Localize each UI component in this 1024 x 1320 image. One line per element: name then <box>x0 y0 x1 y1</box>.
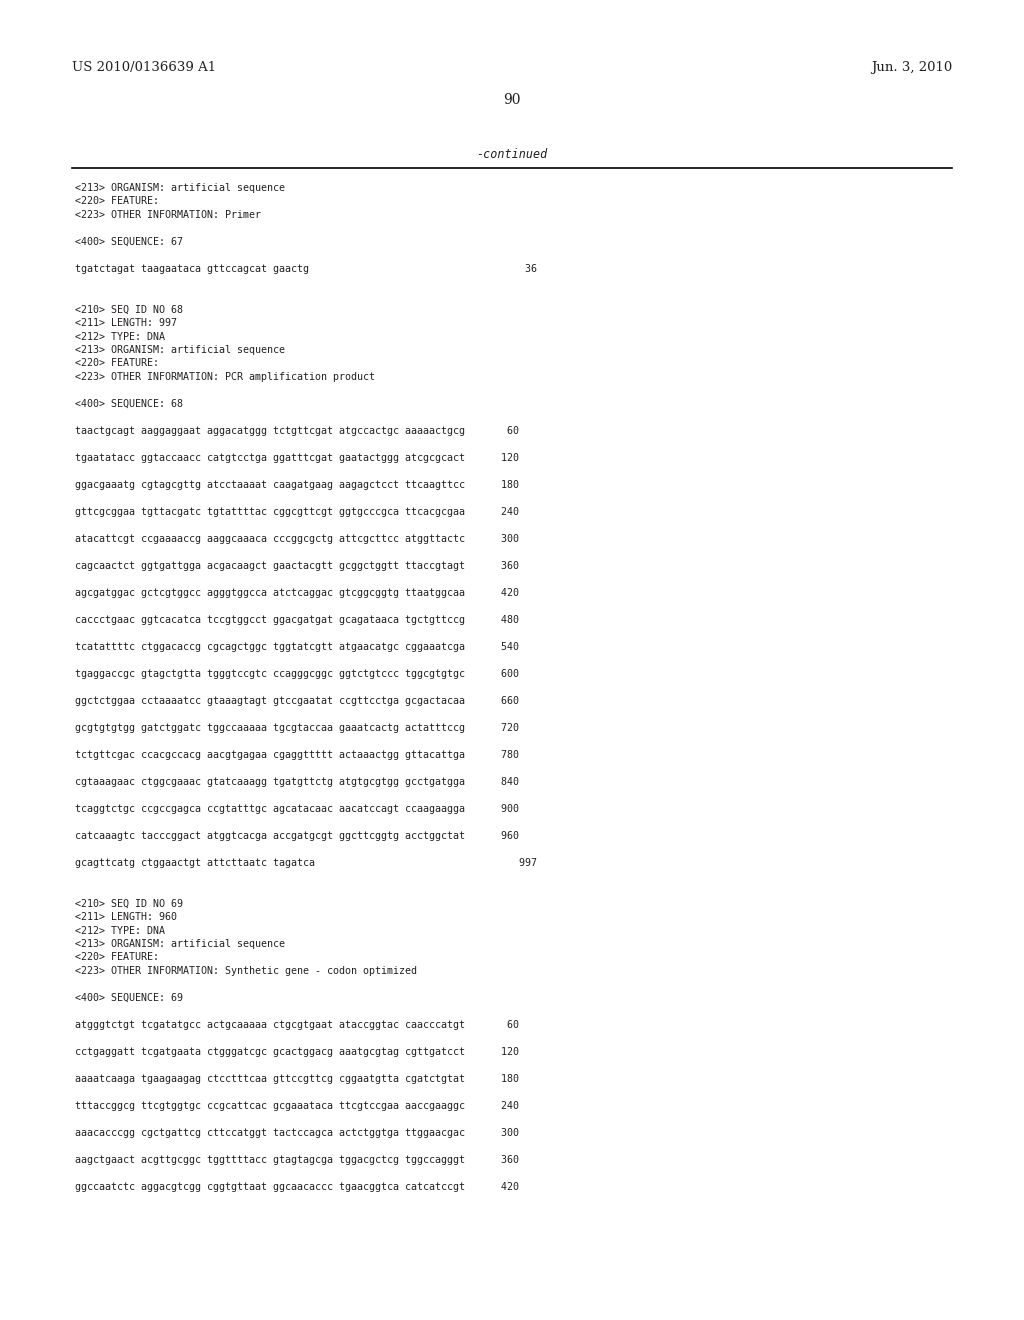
Text: <400> SEQUENCE: 67: <400> SEQUENCE: 67 <box>75 238 183 247</box>
Text: taactgcagt aaggaggaat aggacatggg tctgttcgat atgccactgc aaaaactgcg       60: taactgcagt aaggaggaat aggacatggg tctgttc… <box>75 426 519 436</box>
Text: 90: 90 <box>503 92 521 107</box>
Text: <210> SEQ ID NO 69: <210> SEQ ID NO 69 <box>75 899 183 908</box>
Text: caccctgaac ggtcacatca tccgtggcct ggacgatgat gcagataaca tgctgttccg      480: caccctgaac ggtcacatca tccgtggcct ggacgat… <box>75 615 519 624</box>
Text: <212> TYPE: DNA: <212> TYPE: DNA <box>75 331 165 342</box>
Text: cagcaactct ggtgattgga acgacaagct gaactacgtt gcggctggtt ttaccgtagt      360: cagcaactct ggtgattgga acgacaagct gaactac… <box>75 561 519 572</box>
Text: <212> TYPE: DNA: <212> TYPE: DNA <box>75 925 165 936</box>
Text: aaacacccgg cgctgattcg cttccatggt tactccagca actctggtga ttggaacgac      300: aaacacccgg cgctgattcg cttccatggt tactcca… <box>75 1129 519 1138</box>
Text: cgtaaagaac ctggcgaaac gtatcaaagg tgatgttctg atgtgcgtgg gcctgatgga      840: cgtaaagaac ctggcgaaac gtatcaaagg tgatgtt… <box>75 777 519 787</box>
Text: <223> OTHER INFORMATION: PCR amplification product: <223> OTHER INFORMATION: PCR amplificati… <box>75 372 375 381</box>
Text: tgatctagat taagaataca gttccagcat gaactg                                    36: tgatctagat taagaataca gttccagcat gaactg … <box>75 264 537 275</box>
Text: gcagttcatg ctggaactgt attcttaatc tagatca                                  997: gcagttcatg ctggaactgt attcttaatc tagatca… <box>75 858 537 869</box>
Text: <223> OTHER INFORMATION: Primer: <223> OTHER INFORMATION: Primer <box>75 210 261 220</box>
Text: agcgatggac gctcgtggcc agggtggcca atctcaggac gtcggcggtg ttaatggcaa      420: agcgatggac gctcgtggcc agggtggcca atctcag… <box>75 587 519 598</box>
Text: catcaaagtc tacccggact atggtcacga accgatgcgt ggcttcggtg acctggctat      960: catcaaagtc tacccggact atggtcacga accgatg… <box>75 832 519 841</box>
Text: tgaatatacc ggtaccaacc catgtcctga ggatttcgat gaatactggg atcgcgcact      120: tgaatatacc ggtaccaacc catgtcctga ggatttc… <box>75 453 519 463</box>
Text: <223> OTHER INFORMATION: Synthetic gene - codon optimized: <223> OTHER INFORMATION: Synthetic gene … <box>75 966 417 975</box>
Text: <211> LENGTH: 960: <211> LENGTH: 960 <box>75 912 177 921</box>
Text: aagctgaact acgttgcggc tggttttacc gtagtagcga tggacgctcg tggccagggt      360: aagctgaact acgttgcggc tggttttacc gtagtag… <box>75 1155 519 1166</box>
Text: <400> SEQUENCE: 68: <400> SEQUENCE: 68 <box>75 399 183 409</box>
Text: tcaggtctgc ccgccgagca ccgtatttgc agcatacaac aacatccagt ccaagaagga      900: tcaggtctgc ccgccgagca ccgtatttgc agcatac… <box>75 804 519 814</box>
Text: gttcgcggaa tgttacgatc tgtattttac cggcgttcgt ggtgcccgca ttcacgcgaa      240: gttcgcggaa tgttacgatc tgtattttac cggcgtt… <box>75 507 519 517</box>
Text: gcgtgtgtgg gatctggatc tggccaaaaa tgcgtaccaa gaaatcactg actatttccg      720: gcgtgtgtgg gatctggatc tggccaaaaa tgcgtac… <box>75 723 519 733</box>
Text: ggctctggaa cctaaaatcc gtaaagtagt gtccgaatat ccgttcctga gcgactacaa      660: ggctctggaa cctaaaatcc gtaaagtagt gtccgaa… <box>75 696 519 706</box>
Text: tcatattttc ctggacaccg cgcagctggc tggtatcgtt atgaacatgc cggaaatcga      540: tcatattttc ctggacaccg cgcagctggc tggtatc… <box>75 642 519 652</box>
Text: aaaatcaaga tgaagaagag ctcctttcaa gttccgttcg cggaatgtta cgatctgtat      180: aaaatcaaga tgaagaagag ctcctttcaa gttccgt… <box>75 1074 519 1084</box>
Text: <220> FEATURE:: <220> FEATURE: <box>75 197 159 206</box>
Text: ggccaatctc aggacgtcgg cggtgttaat ggcaacaccc tgaacggtca catcatccgt      420: ggccaatctc aggacgtcgg cggtgttaat ggcaaca… <box>75 1181 519 1192</box>
Text: Jun. 3, 2010: Jun. 3, 2010 <box>870 62 952 74</box>
Text: <210> SEQ ID NO 68: <210> SEQ ID NO 68 <box>75 305 183 314</box>
Text: <213> ORGANISM: artificial sequence: <213> ORGANISM: artificial sequence <box>75 345 285 355</box>
Text: tctgttcgac ccacgccacg aacgtgagaa cgaggttttt actaaactgg gttacattga      780: tctgttcgac ccacgccacg aacgtgagaa cgaggtt… <box>75 750 519 760</box>
Text: atgggtctgt tcgatatgcc actgcaaaaa ctgcgtgaat ataccggtac caacccatgt       60: atgggtctgt tcgatatgcc actgcaaaaa ctgcgtg… <box>75 1020 519 1030</box>
Text: ggacgaaatg cgtagcgttg atcctaaaat caagatgaag aagagctcct ttcaagttcc      180: ggacgaaatg cgtagcgttg atcctaaaat caagatg… <box>75 480 519 490</box>
Text: <211> LENGTH: 997: <211> LENGTH: 997 <box>75 318 177 327</box>
Text: atacattcgt ccgaaaaccg aaggcaaaca cccggcgctg attcgcttcc atggttactc      300: atacattcgt ccgaaaaccg aaggcaaaca cccggcg… <box>75 535 519 544</box>
Text: <400> SEQUENCE: 69: <400> SEQUENCE: 69 <box>75 993 183 1003</box>
Text: <213> ORGANISM: artificial sequence: <213> ORGANISM: artificial sequence <box>75 183 285 193</box>
Text: tttaccggcg ttcgtggtgc ccgcattcac gcgaaataca ttcgtccgaa aaccgaaggc      240: tttaccggcg ttcgtggtgc ccgcattcac gcgaaat… <box>75 1101 519 1111</box>
Text: tgaggaccgc gtagctgtta tgggtccgtc ccagggcggc ggtctgtccc tggcgtgtgc      600: tgaggaccgc gtagctgtta tgggtccgtc ccagggc… <box>75 669 519 678</box>
Text: -continued: -continued <box>476 149 548 161</box>
Text: <213> ORGANISM: artificial sequence: <213> ORGANISM: artificial sequence <box>75 939 285 949</box>
Text: cctgaggatt tcgatgaata ctgggatcgc gcactggacg aaatgcgtag cgttgatcct      120: cctgaggatt tcgatgaata ctgggatcgc gcactgg… <box>75 1047 519 1057</box>
Text: <220> FEATURE:: <220> FEATURE: <box>75 359 159 368</box>
Text: US 2010/0136639 A1: US 2010/0136639 A1 <box>72 62 216 74</box>
Text: <220> FEATURE:: <220> FEATURE: <box>75 953 159 962</box>
